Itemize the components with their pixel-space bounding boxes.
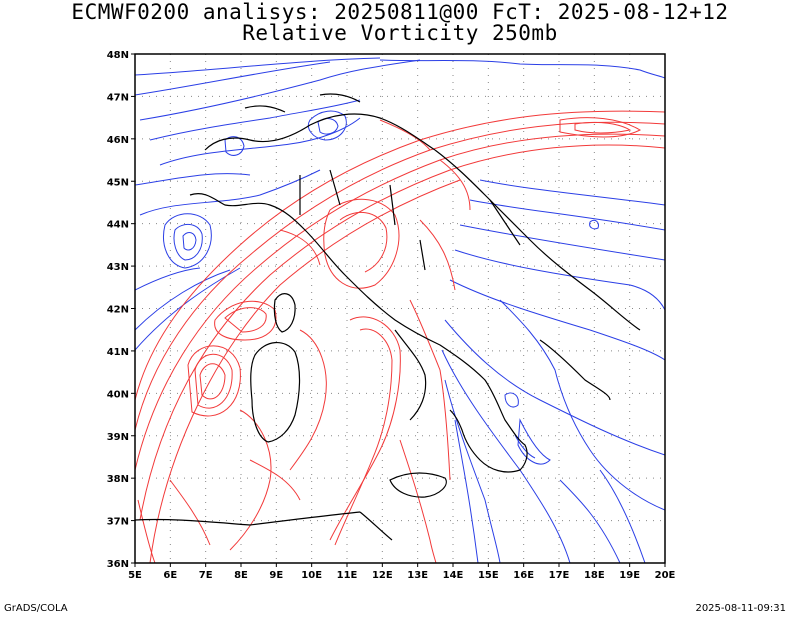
lat-tick-label: 38N — [107, 474, 129, 485]
lat-tick-label: 43N — [107, 262, 129, 273]
lon-tick-label: 20E — [655, 570, 676, 581]
lon-tick-label: 10E — [301, 570, 322, 581]
lon-tick-label: 16E — [513, 570, 534, 581]
coastlines — [135, 93, 641, 541]
lon-tick-label: 7E — [199, 570, 213, 581]
latitude-axis: 36N 37N 38N 39N 40N 41N 42N 43N 44N 45N 46N 47N 48N — [107, 50, 135, 570]
lon-tick-label: 14E — [443, 570, 464, 581]
lon-tick-label: 5E — [128, 570, 142, 581]
footer-credit: GrADS/COLA — [4, 603, 68, 614]
lon-tick-label: 18E — [584, 570, 605, 581]
lat-tick-label: 48N — [107, 50, 129, 61]
lat-tick-label: 46N — [107, 135, 129, 146]
lon-tick-label: 17E — [549, 570, 570, 581]
lon-tick-label: 8E — [234, 570, 248, 581]
lon-tick-label: 11E — [337, 570, 358, 581]
lat-tick-label: 37N — [107, 517, 129, 528]
lon-tick-label: 15E — [478, 570, 499, 581]
lon-tick-label: 19E — [619, 570, 640, 581]
lat-tick-label: 44N — [107, 220, 129, 231]
lat-tick-label: 36N — [107, 559, 129, 570]
lat-tick-label: 47N — [107, 92, 129, 103]
footer-timestamp: 2025-08-11-09:31 — [695, 603, 786, 614]
chart-subtitle: Relative Vorticity 250mb — [242, 21, 558, 45]
lat-tick-label: 42N — [107, 305, 129, 316]
lat-tick-label: 45N — [107, 177, 129, 188]
chart-title: ECMWF0200 analisys: 20250811@00 FcT: 202… — [71, 0, 729, 24]
lat-tick-label: 40N — [107, 389, 129, 400]
positive-vorticity-contours — [135, 110, 665, 563]
lat-tick-label: 41N — [107, 347, 129, 358]
lon-tick-label: 13E — [407, 570, 428, 581]
lat-tick-label: 39N — [107, 432, 129, 443]
lon-tick-label: 6E — [163, 570, 177, 581]
map-grid — [135, 54, 665, 563]
lon-tick-label: 12E — [372, 570, 393, 581]
map-background — [135, 54, 665, 563]
longitude-axis: 5E 6E 7E 8E 9E 10E 11E 12E 13E 14E 15E 16E 17E 18E 19E… — [128, 563, 676, 581]
lon-tick-label: 9E — [269, 570, 283, 581]
